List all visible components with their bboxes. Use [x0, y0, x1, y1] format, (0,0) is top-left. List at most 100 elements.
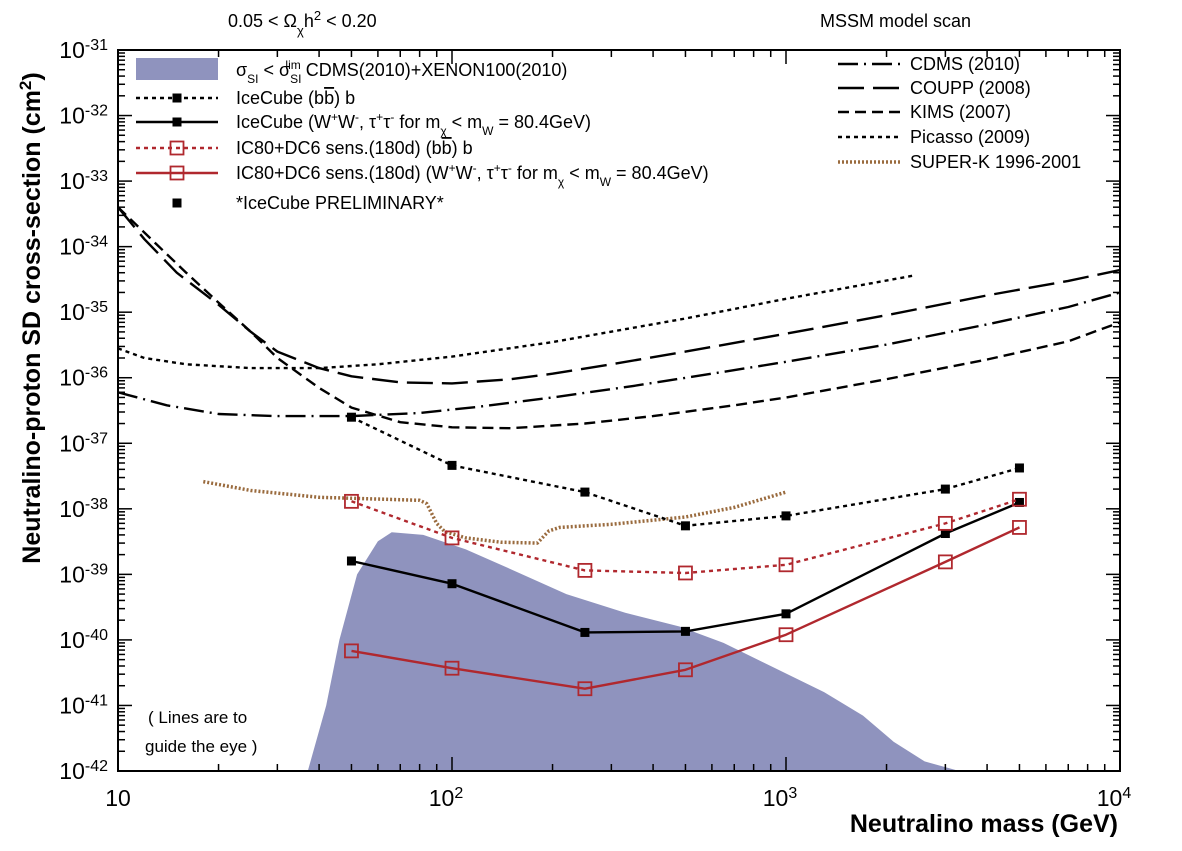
title-left: 0.05 < Ωχh2 < 0.20	[228, 8, 377, 38]
data-point-8-0	[344, 643, 359, 659]
legend-left-item-4: IC80+DC6 sens.(180d) (W+W-, τ+τ- for mχ …	[136, 161, 709, 189]
legend-right-item-4: SUPER-K 1996-2001	[838, 152, 1081, 172]
legend-right-item-0: CDMS (2010)	[838, 54, 1020, 74]
data-point-7-5	[937, 515, 953, 531]
legend-label: SUPER-K 1996-2001	[910, 152, 1081, 172]
y-tick-label-2: 10-33	[59, 168, 108, 195]
legend: σSI < σSIlim CDMS(2010)+XENON100(2010)Ic…	[136, 54, 1081, 213]
legend-label: KIMS (2007)	[910, 102, 1011, 122]
data-point-6-1	[447, 579, 457, 589]
plot-border	[117, 49, 1121, 772]
series-line-5	[350, 416, 1020, 527]
data-point-6-5	[940, 529, 950, 539]
series-line-3	[118, 274, 914, 370]
legend-left-item-1: IceCube (bb) b	[136, 88, 355, 108]
legend-right-item-3: Picasso (2009)	[838, 127, 1030, 147]
series-2	[118, 206, 1120, 430]
series-layer	[118, 206, 1120, 697]
legend-label: IC80+DC6 sens.(180d) (bb) b	[236, 138, 473, 158]
y-tick-label-9: 10-40	[59, 626, 108, 653]
series-line-4	[202, 479, 787, 545]
data-point-6-3	[680, 626, 690, 636]
legend-right-item-2: KIMS (2007)	[838, 102, 1011, 122]
legend-right-item-1: COUPP (2008)	[838, 78, 1031, 98]
cdms-xenon-band	[307, 532, 960, 771]
data-point-8-3	[678, 662, 693, 678]
legend-label: IceCube (bb) b	[236, 88, 355, 108]
data-point-5-2	[580, 487, 590, 497]
series-5	[346, 412, 1024, 531]
legend-left-item-2: IceCube (W+W-, τ+τ- for mχ < mW = 80.4Ge…	[136, 110, 591, 138]
series-line-1	[118, 206, 1120, 385]
data-point-5-6	[1014, 463, 1024, 473]
legend-label: COUPP (2008)	[910, 78, 1031, 98]
data-point-6-4	[781, 609, 791, 619]
series-7	[344, 491, 1027, 581]
axes-frame	[117, 49, 1121, 772]
annotation-line-1: guide the eye )	[145, 737, 257, 756]
data-point-5-3	[680, 521, 690, 531]
series-line-7	[351, 498, 1020, 575]
y-tick-label-0: 10-31	[59, 37, 108, 64]
x-tick-label-2: 103	[763, 785, 798, 812]
series-line-0	[118, 291, 1120, 418]
legend-label: Picasso (2009)	[910, 127, 1030, 147]
data-point-5-1	[447, 460, 457, 470]
y-tick-label-4: 10-35	[59, 299, 108, 326]
legend-marker	[169, 140, 185, 156]
legend-marker	[172, 117, 182, 127]
data-point-7-2	[577, 562, 593, 578]
y-tick-label-1: 10-32	[59, 102, 108, 129]
x-tick-label-0: 10	[105, 785, 131, 811]
legend-label: σSI < σSIlim CDMS(2010)+XENON100(2010)	[236, 58, 567, 86]
data-point-7-1	[444, 530, 460, 546]
annotation-line-0: ( Lines are to	[148, 708, 247, 727]
series-1	[118, 206, 1120, 385]
y-tick-label-3: 10-34	[59, 233, 108, 259]
x-tick-label-1: 102	[429, 785, 464, 812]
data-point-6-2	[580, 627, 590, 637]
data-point-6-0	[346, 556, 356, 566]
legend-label: IC80+DC6 sens.(180d) (W+W-, τ+τ- for mχ …	[236, 161, 709, 189]
legend-marker	[172, 198, 182, 208]
data-point-5-5	[940, 484, 950, 494]
data-point-8-6	[1012, 520, 1027, 535]
data-point-8-4	[778, 627, 794, 643]
legend-marker	[169, 165, 185, 181]
legend-left-item-0: σSI < σSIlim CDMS(2010)+XENON100(2010)	[136, 58, 567, 86]
data-point-7-6	[1012, 491, 1027, 507]
legend-marker	[172, 93, 182, 103]
data-point-5-4	[781, 511, 791, 521]
series-0	[118, 291, 1120, 418]
data-point-7-3	[678, 565, 693, 581]
x-axis-title: Neutralino mass (GeV)	[850, 810, 1118, 838]
legend-label: IceCube (W+W-, τ+τ- for mχ < mW = 80.4Ge…	[236, 110, 591, 138]
series-6	[346, 497, 1024, 637]
series-line-8	[351, 526, 1021, 690]
series-3	[118, 274, 914, 370]
legend-label: CDMS (2010)	[910, 54, 1020, 74]
data-point-7-0	[344, 493, 359, 509]
series-8	[344, 520, 1027, 697]
cdms-xenon-band-layer	[307, 532, 960, 771]
y-tick-label-11: 10-42	[59, 758, 108, 785]
chart-text: 10 102 103 104 10-31 10-32 10-33 10-34 10-35 10-3…	[16, 8, 1132, 839]
data-point-8-2	[577, 681, 593, 697]
title-right: MSSM model scan	[820, 11, 971, 31]
y-tick-label-8: 10-39	[59, 561, 108, 588]
y-tick-label-5: 10-36	[59, 364, 108, 391]
y-tick-label-10: 10-41	[59, 692, 108, 719]
data-point-6-6	[1014, 497, 1024, 507]
x-tick-label-3: 104	[1097, 785, 1132, 812]
y-tick-label-6: 10-37	[59, 430, 108, 457]
data-point-8-5	[937, 554, 953, 570]
legend-swatch	[136, 58, 218, 80]
data-point-8-1	[444, 660, 460, 676]
data-point-7-4	[778, 557, 794, 573]
legend-left-item-5: *IceCube PRELIMINARY*	[172, 193, 444, 213]
legend-left-item-3: IC80+DC6 sens.(180d) (bb) b	[136, 138, 473, 158]
y-axis-title: Neutralino-proton SD cross-section (cm2)	[16, 72, 47, 563]
data-point-5-0	[346, 412, 356, 422]
y-tick-label-7: 10-38	[59, 495, 108, 522]
